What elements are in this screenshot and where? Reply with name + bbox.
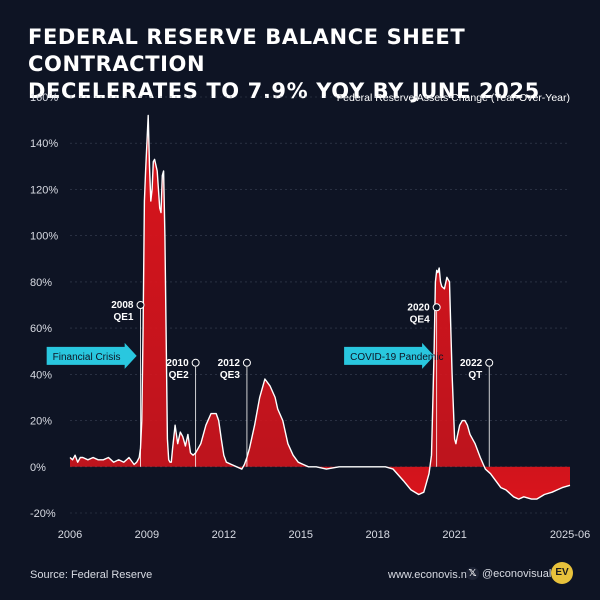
social-handle[interactable]: 𝕏 @econovisuals [466,567,557,580]
negative-area [70,466,570,500]
annotation-marker [191,358,200,367]
annotation-program: QE2 [169,370,189,381]
annotation-marker [432,303,441,312]
event-arrow [46,342,137,369]
title-line-1: FEDERAL RESERVE BALANCE SHEET CONTRACTIO… [28,25,466,76]
y-tick-label: 160% [30,92,58,104]
annotation-program: QT [468,370,482,381]
y-tick-label: 100% [30,231,58,243]
chart-title: FEDERAL RESERVE BALANCE SHEET CONTRACTIO… [28,24,588,105]
x-tick-label: 2021 [442,529,466,541]
annotation-marker [485,358,494,367]
annotation-year: 2010 [166,358,189,369]
event-arrow-label: COVID-19 Pandemic [350,352,443,363]
annotation-marker [136,301,145,309]
y-tick-label: 60% [30,323,52,335]
annotation-program: QE3 [220,370,240,381]
y-tick-label: 140% [30,138,58,150]
annotation-program: QE4 [410,314,430,325]
y-tick-label: 0% [30,462,46,474]
y-tick-label: -20% [30,508,56,520]
x-tick-label: 2012 [212,529,236,541]
annotation-year: 2022 [460,358,483,369]
annotation-year: 2008 [111,300,134,311]
econovis-logo: EV [551,562,573,584]
x-tick-label: 2015 [289,529,313,541]
y-tick-label: 80% [30,277,52,289]
event-arrow [344,342,435,369]
annotation-year: 2012 [218,358,241,369]
legend-label: Federal Reserve Assets Change (Year-Over… [337,92,570,104]
y-tick-label: 40% [30,369,52,381]
annotation-program: QE1 [113,312,133,323]
y-tick-label: 120% [30,184,58,196]
positive-area [70,115,485,467]
x-tick-label: 2025-06 [550,529,590,541]
y-tick-label: 20% [30,416,52,428]
x-tick-label: 2009 [135,529,159,541]
series-line [69,114,571,500]
title-line-2: DECELERATES TO 7.9% YOY BY JUNE 2025 [28,79,540,103]
x-logo-icon: 𝕏 [466,567,479,580]
annotation-year: 2020 [407,302,430,313]
source-note: Source: Federal Reserve [30,569,153,581]
x-tick-label: 2018 [365,529,389,541]
annotation-marker [242,358,251,367]
website-link[interactable]: www.econovis.net [388,569,477,581]
event-arrow-label: Financial Crisis [53,352,121,363]
x-tick-label: 2006 [58,529,82,541]
social-handle-text: @econovisuals [482,567,557,580]
